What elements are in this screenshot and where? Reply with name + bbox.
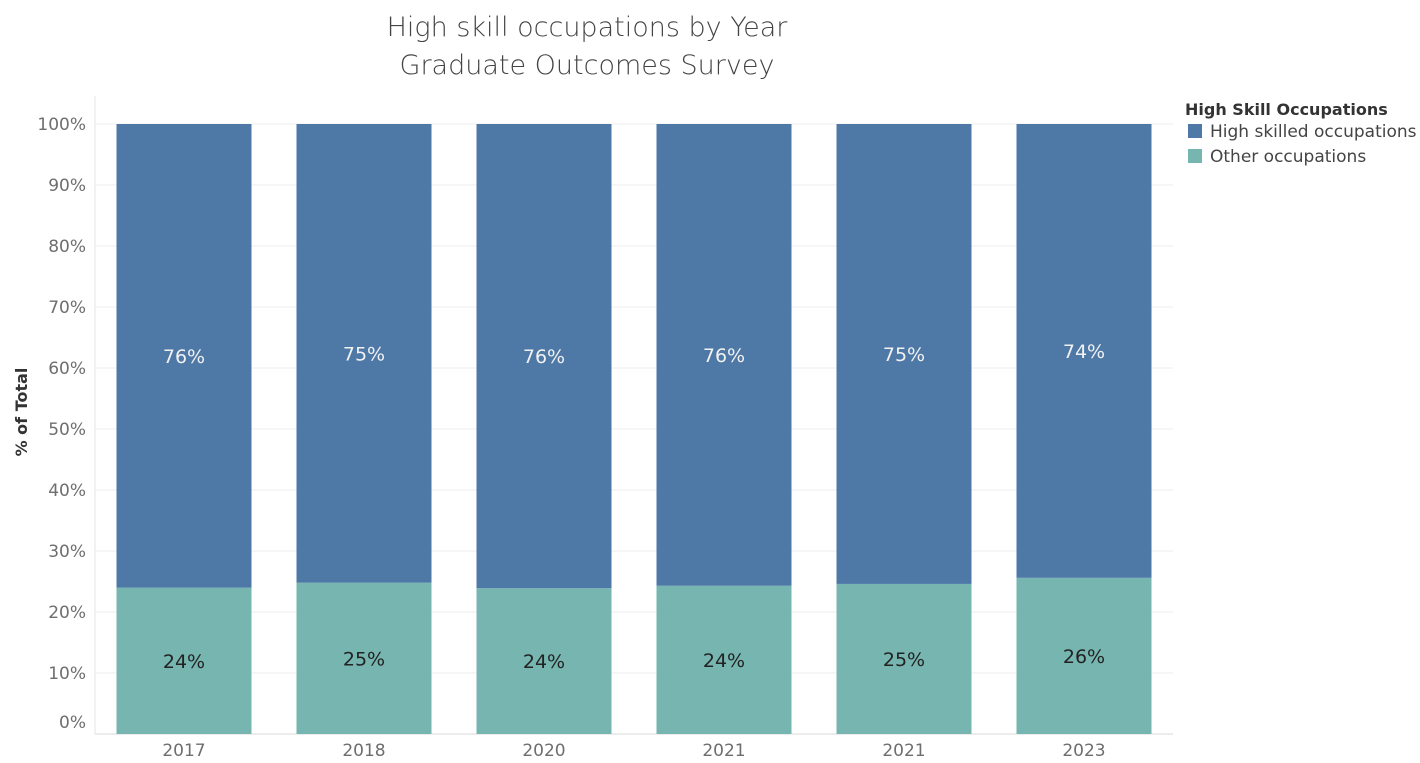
x-tick-label: 2023 — [1062, 741, 1105, 761]
bars: 24% 76% 25% 75% 24% 76% 24% 76% 25% 75% 26% 74% — [116, 124, 1152, 734]
bar-segment — [476, 588, 612, 734]
bar-segment — [116, 124, 252, 588]
y-axis-label: % of Total — [12, 368, 31, 457]
legend-swatch — [1188, 149, 1202, 163]
y-tick-label: 100% — [37, 115, 86, 135]
bar-segment — [836, 124, 972, 584]
data-label: 74% — [1063, 341, 1105, 363]
y-tick-label: 40% — [48, 481, 86, 501]
x-tick-label: 2017 — [162, 741, 205, 761]
y-tick-label: 30% — [48, 542, 86, 562]
x-axis: 2017 2018 2020 2021 2021 2023 — [162, 741, 1105, 761]
y-tick-label: 70% — [48, 298, 86, 318]
data-label: 24% — [523, 651, 565, 673]
y-tick-label: 20% — [48, 603, 86, 623]
y-tick-label: 90% — [48, 176, 86, 196]
data-label: 75% — [883, 344, 925, 366]
data-label: 76% — [163, 346, 205, 368]
bar-segment — [296, 582, 432, 734]
bar-segment — [656, 585, 792, 734]
legend-label: Other occupations — [1210, 147, 1366, 167]
bar-segment — [1016, 124, 1152, 578]
legend-swatch — [1188, 124, 1202, 138]
bar-segment — [1016, 577, 1152, 734]
chart-title-line-2: Graduate Outcomes Survey — [400, 50, 775, 81]
data-label: 25% — [343, 648, 385, 670]
x-tick-label: 2021 — [882, 741, 925, 761]
y-tick-label: 50% — [48, 420, 86, 440]
data-label: 76% — [703, 345, 745, 367]
data-label: 75% — [343, 343, 385, 365]
data-label: 76% — [523, 346, 565, 368]
y-tick-label: 0% — [59, 713, 86, 733]
y-tick-label: 10% — [48, 664, 86, 684]
x-tick-label: 2021 — [702, 741, 745, 761]
bar-segment — [296, 124, 432, 583]
bar-segment — [476, 124, 612, 589]
y-tick-label: 80% — [48, 237, 86, 257]
data-label: 25% — [883, 649, 925, 671]
legend-title: High Skill Occupations — [1185, 100, 1388, 119]
x-tick-label: 2020 — [522, 741, 565, 761]
chart-title: High skill occupations by Year Graduate … — [387, 12, 789, 81]
y-tick-label: 60% — [48, 359, 86, 379]
x-tick-label: 2018 — [342, 741, 385, 761]
gridlines — [94, 96, 1173, 735]
bar-segment — [656, 124, 792, 586]
data-label: 24% — [703, 650, 745, 672]
chart-title-line-1: High skill occupations by Year — [387, 12, 789, 43]
legend: High Skill Occupations High skilled occu… — [1185, 100, 1417, 167]
bar-segment — [116, 587, 252, 734]
data-label: 26% — [1063, 646, 1105, 668]
data-label: 24% — [163, 651, 205, 673]
bar-segment — [836, 583, 972, 734]
y-axis: 0% 10% 20% 30% 40% 50% 60% 70% 80% 90% 100% — [37, 115, 86, 733]
legend-label: High skilled occupations — [1210, 122, 1417, 142]
